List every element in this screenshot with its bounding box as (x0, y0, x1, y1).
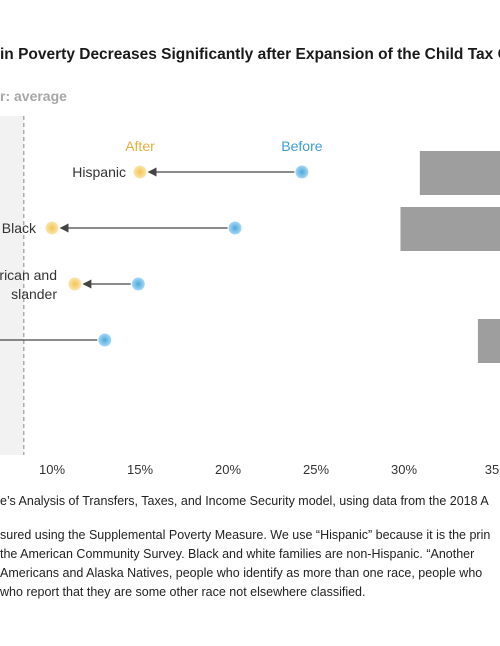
row-label: slander (11, 286, 57, 302)
x-tick-label: 35 (485, 462, 499, 477)
note-line: the American Community Survey. Black and… (0, 547, 475, 561)
arrow-head (147, 167, 157, 177)
dot-before (131, 277, 145, 291)
row-label: rican and (0, 267, 57, 283)
row-label: Black (2, 220, 37, 236)
dot-after (45, 221, 59, 235)
dot-arrow-chart: 10% 15% 20% 25% 30% 35 After Before Hispanic Blac… (0, 116, 500, 477)
dot-before (98, 333, 112, 347)
gray-bar (400, 207, 500, 251)
dot-after (133, 165, 147, 179)
arrow-head (59, 223, 69, 233)
x-tick-label: 20% (215, 462, 241, 477)
shaded-region (0, 116, 24, 455)
chart-title: in Poverty Decreases Significantly after… (0, 46, 500, 63)
gray-bar (419, 151, 500, 195)
arrow-head (82, 279, 92, 289)
source-note: e’s Analysis of Transfers, Taxes, and In… (0, 494, 489, 508)
x-tick-label: 30% (391, 462, 417, 477)
dot-after (68, 277, 82, 291)
chart-subtitle: r: average (0, 88, 67, 104)
x-tick-label: 25% (303, 462, 329, 477)
row-label: Hispanic (72, 164, 126, 180)
dot-before (295, 165, 309, 179)
dot-before (228, 221, 242, 235)
x-tick-label: 10% (39, 462, 65, 477)
legend-after-label: After (125, 138, 155, 154)
notes-block: sured using the Supplemental Poverty Mea… (0, 526, 490, 602)
note-line: who report that they are some other race… (0, 585, 366, 599)
note-line: sured using the Supplemental Poverty Mea… (0, 528, 491, 542)
legend-before-label: Before (281, 138, 322, 154)
x-tick-label: 15% (127, 462, 153, 477)
note-line: Americans and Alaska Natives, people who… (0, 566, 483, 580)
gray-bar (477, 319, 500, 363)
